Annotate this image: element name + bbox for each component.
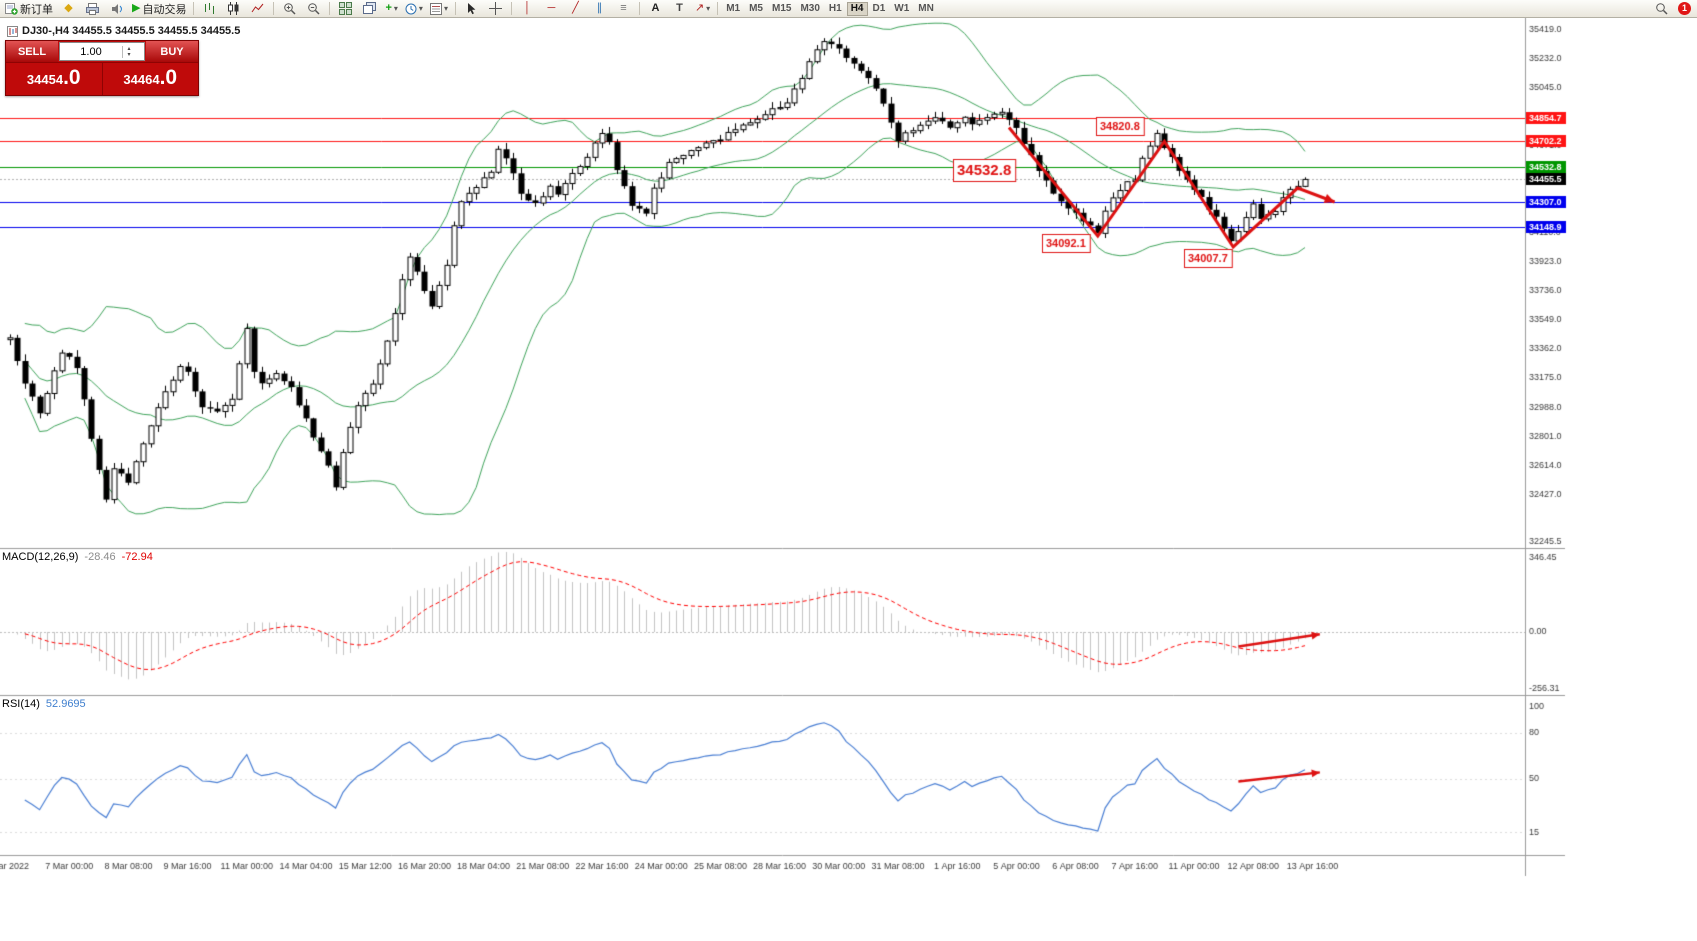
arrows-tool-button[interactable]: ↗ ▾ — [692, 1, 713, 16]
volume-down-button[interactable]: ▾ — [127, 51, 131, 58]
macd-indicator-label: MACD(12,26,9) -28.46 -72.94 — [2, 551, 153, 563]
add-indicator-icon: + — [385, 2, 392, 14]
bar-chart-icon[interactable] — [198, 0, 221, 17]
autotrade-button[interactable]: ▶ 自动交易 — [129, 1, 189, 16]
buy-button[interactable]: BUY — [146, 41, 198, 62]
notification-badge[interactable]: 1 — [1678, 2, 1691, 15]
cursor-icon[interactable] — [460, 0, 483, 17]
zoom-out-icon[interactable] — [302, 0, 325, 17]
toolbar-separator — [193, 2, 195, 15]
zoom-in-icon[interactable] — [278, 0, 301, 17]
line-chart-icon[interactable] — [246, 0, 269, 17]
sell-button[interactable]: SELL — [6, 41, 58, 62]
trendline-icon[interactable]: ╱ — [572, 2, 579, 14]
timeframe-d1-button[interactable]: D1 — [869, 2, 890, 16]
crosshair-icon[interactable] — [484, 0, 507, 17]
new-order-icon — [5, 3, 18, 15]
volume-up-button[interactable]: ▴ — [127, 45, 131, 52]
buy-price[interactable]: 34464.0 — [101, 63, 199, 95]
vertical-line-icon[interactable]: │ — [524, 2, 531, 14]
symbol-ohlc-label: DJ30-,H4 34455.5 34455.5 34455.5 34455.5 — [22, 25, 241, 37]
toolbar-separator — [329, 2, 331, 15]
chart-canvas[interactable] — [0, 18, 1697, 941]
chart-window-icon — [7, 25, 18, 37]
rsi-indicator-label: RSI(14) 52.9695 — [2, 698, 86, 710]
horizontal-line-icon[interactable]: ─ — [547, 2, 556, 14]
timeframe-m5-button[interactable]: M5 — [745, 2, 767, 16]
timeframe-h1-button[interactable]: H1 — [825, 2, 846, 16]
templates-button[interactable]: ▾ — [427, 1, 451, 16]
profiles-icon[interactable]: ◆ — [64, 2, 73, 14]
label-tool-icon[interactable]: T — [676, 2, 683, 14]
periods-button[interactable]: ▾ — [402, 1, 426, 16]
alerts-icon[interactable] — [105, 0, 128, 17]
macd-signal-value: -72.94 — [121, 551, 153, 563]
channel-icon[interactable]: ∥ — [596, 2, 603, 14]
new-order-label: 新订单 — [20, 3, 53, 16]
search-icon[interactable] — [1650, 0, 1673, 17]
volume-field: ▴ ▾ — [59, 42, 145, 61]
chart-area: DJ30-,H4 34455.5 34455.5 34455.5 34455.5… — [0, 18, 1697, 941]
cascade-windows-icon[interactable] — [358, 0, 381, 17]
timeframe-w1-button[interactable]: W1 — [890, 2, 913, 16]
toolbar: 新订单 ◆ ▶ 自动交易 — [0, 0, 1697, 18]
autotrade-label: 自动交易 — [142, 3, 187, 16]
chart-title: DJ30-,H4 34455.5 34455.5 34455.5 34455.5 — [7, 25, 240, 37]
timeframe-m15-button[interactable]: M15 — [768, 2, 795, 16]
toolbar-separator — [454, 2, 456, 15]
clock-icon — [405, 3, 417, 14]
template-icon — [429, 2, 442, 15]
timeframe-mn-button[interactable]: MN — [914, 2, 938, 16]
timeframe-m30-button[interactable]: M30 — [796, 2, 823, 16]
toolbar-separator — [638, 2, 640, 15]
toolbar-separator — [510, 2, 512, 15]
toolbar-separator — [273, 2, 275, 15]
candlestick-chart-icon[interactable] — [222, 0, 245, 17]
rsi-value: 52.9695 — [45, 698, 86, 710]
text-tool-icon[interactable]: A — [651, 2, 660, 14]
fibonacci-icon[interactable]: ≡ — [620, 2, 627, 14]
new-order-button[interactable]: 新订单 — [2, 1, 56, 16]
toolbar-separator — [717, 2, 719, 15]
timeframe-h4-button[interactable]: H4 — [846, 1, 868, 16]
print-icon[interactable] — [81, 0, 104, 17]
autotrade-play-icon: ▶ — [132, 2, 141, 14]
timeframe-m1-button[interactable]: M1 — [722, 2, 744, 16]
macd-main-value: -28.46 — [84, 551, 116, 563]
sell-price[interactable]: 34454.0 — [26, 66, 81, 89]
one-click-trading-panel: SELL ▴ ▾ BUY 34454.0 34464.0 — [5, 40, 199, 96]
indicators-button[interactable]: + ▾ — [382, 1, 400, 16]
volume-input[interactable] — [60, 45, 122, 58]
tile-windows-icon[interactable] — [334, 0, 357, 17]
